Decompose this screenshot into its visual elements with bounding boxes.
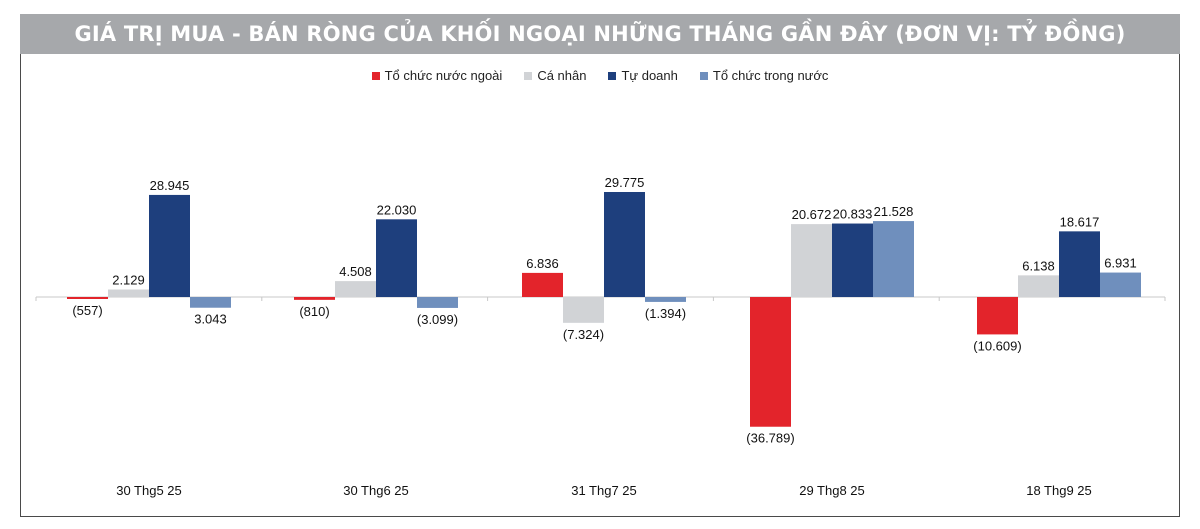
data-label: (810) (299, 304, 329, 319)
data-label: 6.138 (1022, 258, 1055, 273)
data-label: 20.833 (833, 207, 873, 222)
chart-title: GIÁ TRỊ MUA - BÁN RÒNG CỦA KHỐI NGOẠI NH… (74, 22, 1126, 46)
data-label: 2.129 (112, 272, 145, 287)
bar (149, 194, 190, 297)
bar (67, 297, 108, 299)
data-label: (7.324) (563, 327, 604, 342)
bar (522, 272, 563, 297)
data-label: 29.775 (605, 175, 645, 190)
legend-label: Cá nhân (537, 68, 587, 83)
legend-label: Tổ chức nước ngoài (384, 68, 503, 83)
bar (294, 297, 335, 300)
bar (1018, 275, 1059, 297)
bar (1059, 231, 1100, 297)
category-label: 30 Thg6 25 (343, 483, 409, 498)
legend-item-to-chuc-trong-nuoc: Tổ chức trong nước (699, 68, 829, 83)
data-label: 22.030 (377, 202, 417, 217)
legend-swatch (524, 71, 533, 80)
bar (376, 219, 417, 297)
data-label: 6.836 (526, 256, 559, 271)
legend-label: Tự doanh (621, 68, 678, 83)
bar (563, 297, 604, 323)
bar (873, 221, 914, 297)
bar (335, 281, 376, 297)
data-label: (36.789) (746, 431, 794, 446)
data-label: 18.617 (1060, 214, 1100, 229)
data-label: 3.043 (194, 312, 227, 327)
data-label: 4.508 (339, 264, 372, 279)
bar (750, 297, 791, 427)
legend-item-tu-doanh: Tự doanh (608, 68, 678, 83)
data-label: (3.099) (417, 312, 458, 327)
data-label: 28.945 (150, 178, 190, 193)
data-label: (10.609) (973, 338, 1021, 353)
legend-item-ca-nhan: Cá nhân (524, 68, 586, 83)
bar (832, 223, 873, 297)
category-label: 29 Thg8 25 (799, 483, 865, 498)
bar (977, 297, 1018, 335)
data-label: 6.931 (1104, 256, 1137, 271)
bar (417, 297, 458, 308)
data-label: (557) (72, 303, 102, 318)
category-label: 31 Thg7 25 (571, 483, 637, 498)
bar (604, 192, 645, 297)
bar (791, 224, 832, 297)
category-label: 18 Thg9 25 (1026, 483, 1092, 498)
bar (645, 297, 686, 302)
data-label: 21.528 (874, 204, 914, 219)
legend-item-to-chuc-nuoc-ngoai: Tổ chức nước ngoài (371, 68, 503, 83)
category-label: 30 Thg5 25 (116, 483, 182, 498)
data-label: 20.672 (792, 207, 832, 222)
legend-swatch (608, 71, 617, 80)
bar (1100, 272, 1141, 297)
bar (108, 289, 149, 297)
chart-title-bar: GIÁ TRỊ MUA - BÁN RÒNG CỦA KHỐI NGOẠI NH… (20, 14, 1180, 54)
chart-frame (20, 14, 1180, 517)
chart-legend: Tổ chức nước ngoài Cá nhân Tự doanh Tổ c… (0, 68, 1200, 83)
bar (190, 297, 231, 308)
legend-label: Tổ chức trong nước (712, 68, 829, 83)
legend-swatch (371, 71, 380, 80)
legend-swatch (699, 71, 708, 80)
data-label: (1.394) (645, 306, 686, 321)
